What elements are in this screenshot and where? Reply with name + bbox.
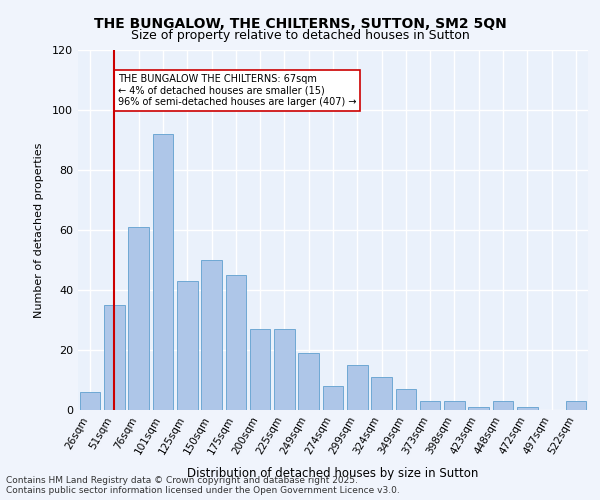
Text: THE BUNGALOW, THE CHILTERNS, SUTTON, SM2 5QN: THE BUNGALOW, THE CHILTERNS, SUTTON, SM2…: [94, 18, 506, 32]
Bar: [420, 401, 440, 410]
Bar: [274, 329, 295, 410]
Bar: [493, 401, 514, 410]
Bar: [566, 401, 586, 410]
Bar: [371, 377, 392, 410]
Text: Size of property relative to detached houses in Sutton: Size of property relative to detached ho…: [131, 29, 469, 42]
Bar: [323, 386, 343, 410]
Text: Contains HM Land Registry data © Crown copyright and database right 2025.
Contai: Contains HM Land Registry data © Crown c…: [6, 476, 400, 495]
Bar: [298, 353, 319, 410]
Bar: [201, 260, 222, 410]
Bar: [80, 392, 100, 410]
Bar: [128, 227, 149, 410]
Bar: [177, 281, 197, 410]
X-axis label: Distribution of detached houses by size in Sutton: Distribution of detached houses by size …: [187, 468, 479, 480]
Bar: [104, 305, 125, 410]
Text: THE BUNGALOW THE CHILTERNS: 67sqm
← 4% of detached houses are smaller (15)
96% o: THE BUNGALOW THE CHILTERNS: 67sqm ← 4% o…: [118, 74, 356, 107]
Bar: [152, 134, 173, 410]
Bar: [395, 389, 416, 410]
Bar: [347, 365, 368, 410]
Bar: [444, 401, 465, 410]
Bar: [226, 275, 246, 410]
Bar: [517, 407, 538, 410]
Y-axis label: Number of detached properties: Number of detached properties: [34, 142, 44, 318]
Bar: [469, 407, 489, 410]
Bar: [250, 329, 271, 410]
